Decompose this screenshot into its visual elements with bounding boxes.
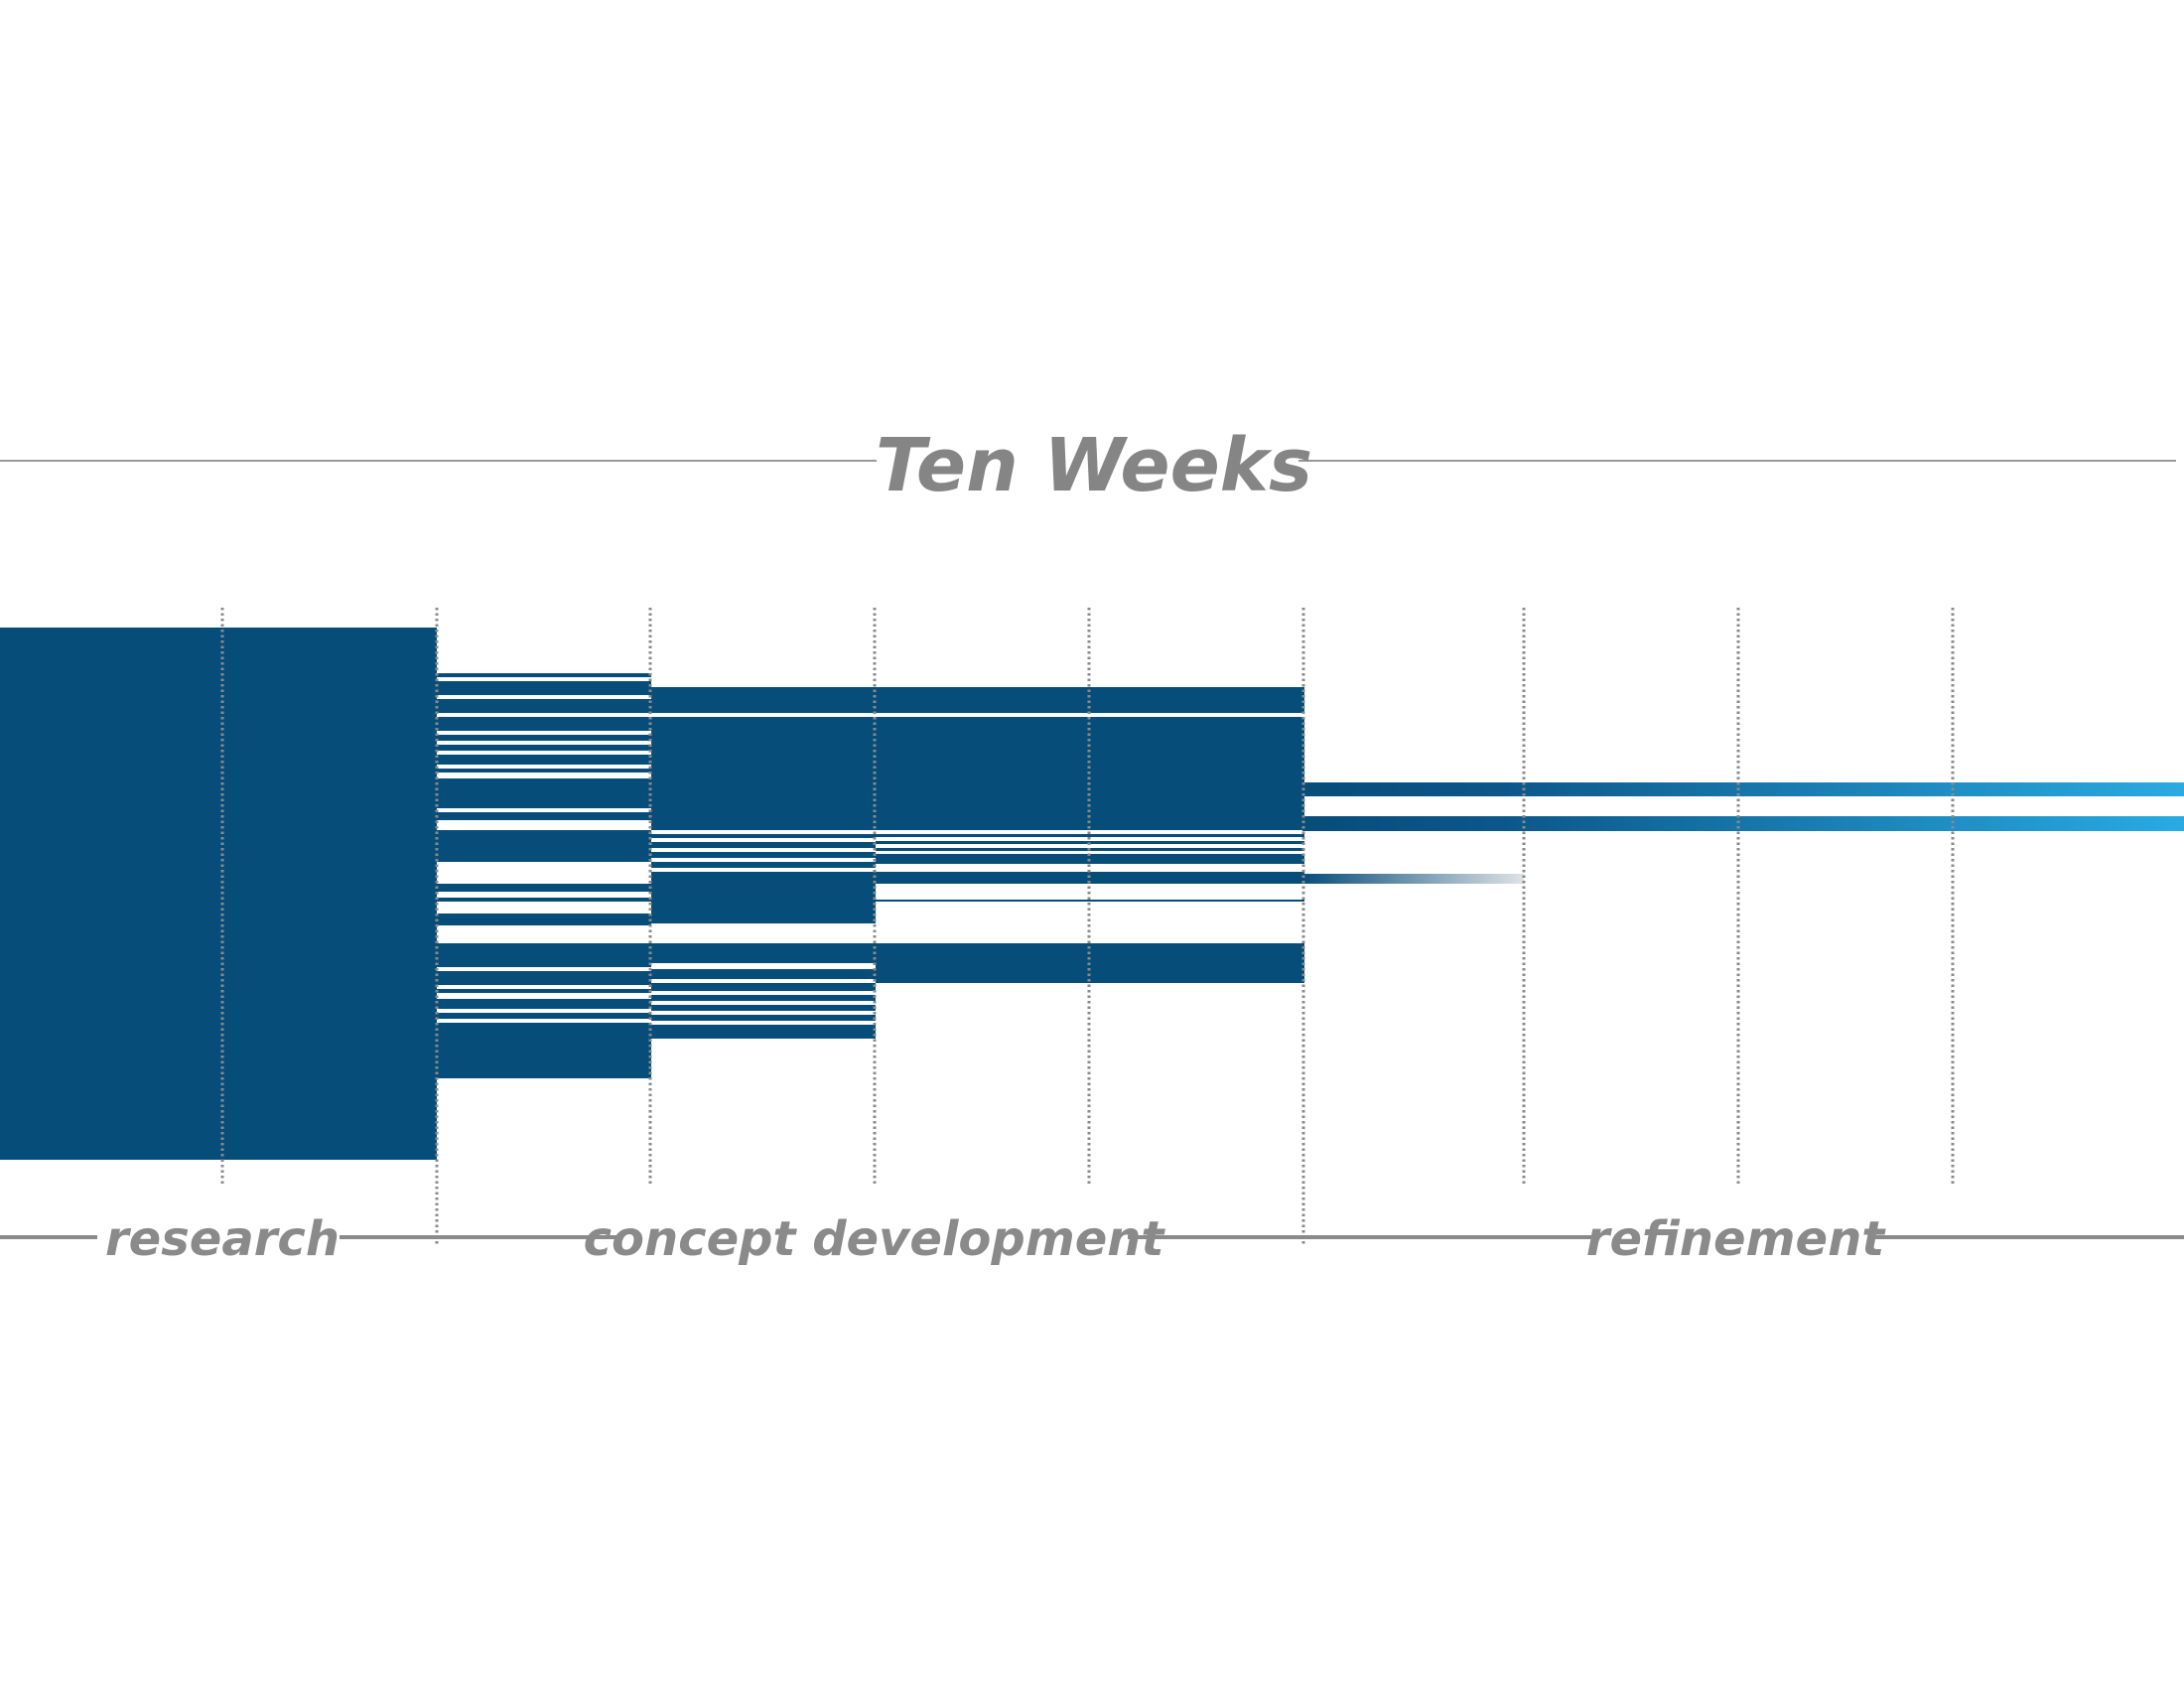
bar-stripe (651, 687, 876, 713)
bar-stripe (437, 769, 651, 773)
bar-stripe (437, 898, 651, 902)
phase-label-refinement: refinement (1586, 1211, 1886, 1267)
week-gridlines (220, 608, 1955, 1246)
bar-stripe (437, 971, 651, 985)
bar-stripe (437, 1013, 651, 1019)
bar-stripe (651, 852, 876, 858)
bar-stripe (437, 1023, 651, 1033)
bar-stripe (437, 812, 651, 820)
bar-stripe (651, 1015, 876, 1021)
bar-stripe (437, 778, 651, 808)
bar-research-block (0, 628, 437, 1160)
bar-stripe (651, 995, 876, 1001)
bar-stripe (437, 943, 651, 967)
bars-weeks-5-6 (876, 687, 1304, 983)
bar-stripe (437, 884, 651, 892)
bar-stripe (437, 830, 651, 862)
bar-stripe (437, 755, 651, 765)
bars-refinement-tails (1302, 782, 2184, 884)
bars-week-3 (437, 673, 651, 1078)
bars-week-4 (651, 687, 876, 1039)
bar-stripe (437, 745, 651, 751)
bar-stripe (437, 914, 651, 925)
bar-fade (1302, 874, 1524, 884)
bar-stripe (437, 999, 651, 1009)
bar-stripe (651, 842, 876, 848)
bar-stripe (437, 699, 651, 713)
bar-stripe (437, 1033, 651, 1078)
bar-stripe (437, 681, 651, 695)
bar-stripe (437, 989, 651, 993)
bar-tail (1302, 782, 2184, 796)
bar-tail (1302, 816, 2184, 831)
bar-stripe (437, 717, 651, 731)
phase-label-concept-development: concept development (584, 1211, 1166, 1267)
bars (0, 628, 2184, 1160)
bar-stripe (651, 862, 876, 868)
chart-title: Ten Weeks (876, 423, 1312, 508)
bar-stripe (651, 717, 876, 830)
bar-stripe (651, 969, 876, 979)
bar-stripe (651, 834, 876, 838)
bar-stripe (437, 735, 651, 741)
bar-stripe (651, 943, 876, 963)
phase-label-research: research (105, 1211, 340, 1267)
bar-stripe (651, 1025, 876, 1039)
bar-stripe (651, 983, 876, 991)
bar-stripe (876, 900, 1304, 902)
bar-stripe (876, 834, 1304, 837)
bar-stripe (437, 673, 651, 677)
bar-stripe (651, 1005, 876, 1011)
bar-stripe (651, 872, 876, 923)
